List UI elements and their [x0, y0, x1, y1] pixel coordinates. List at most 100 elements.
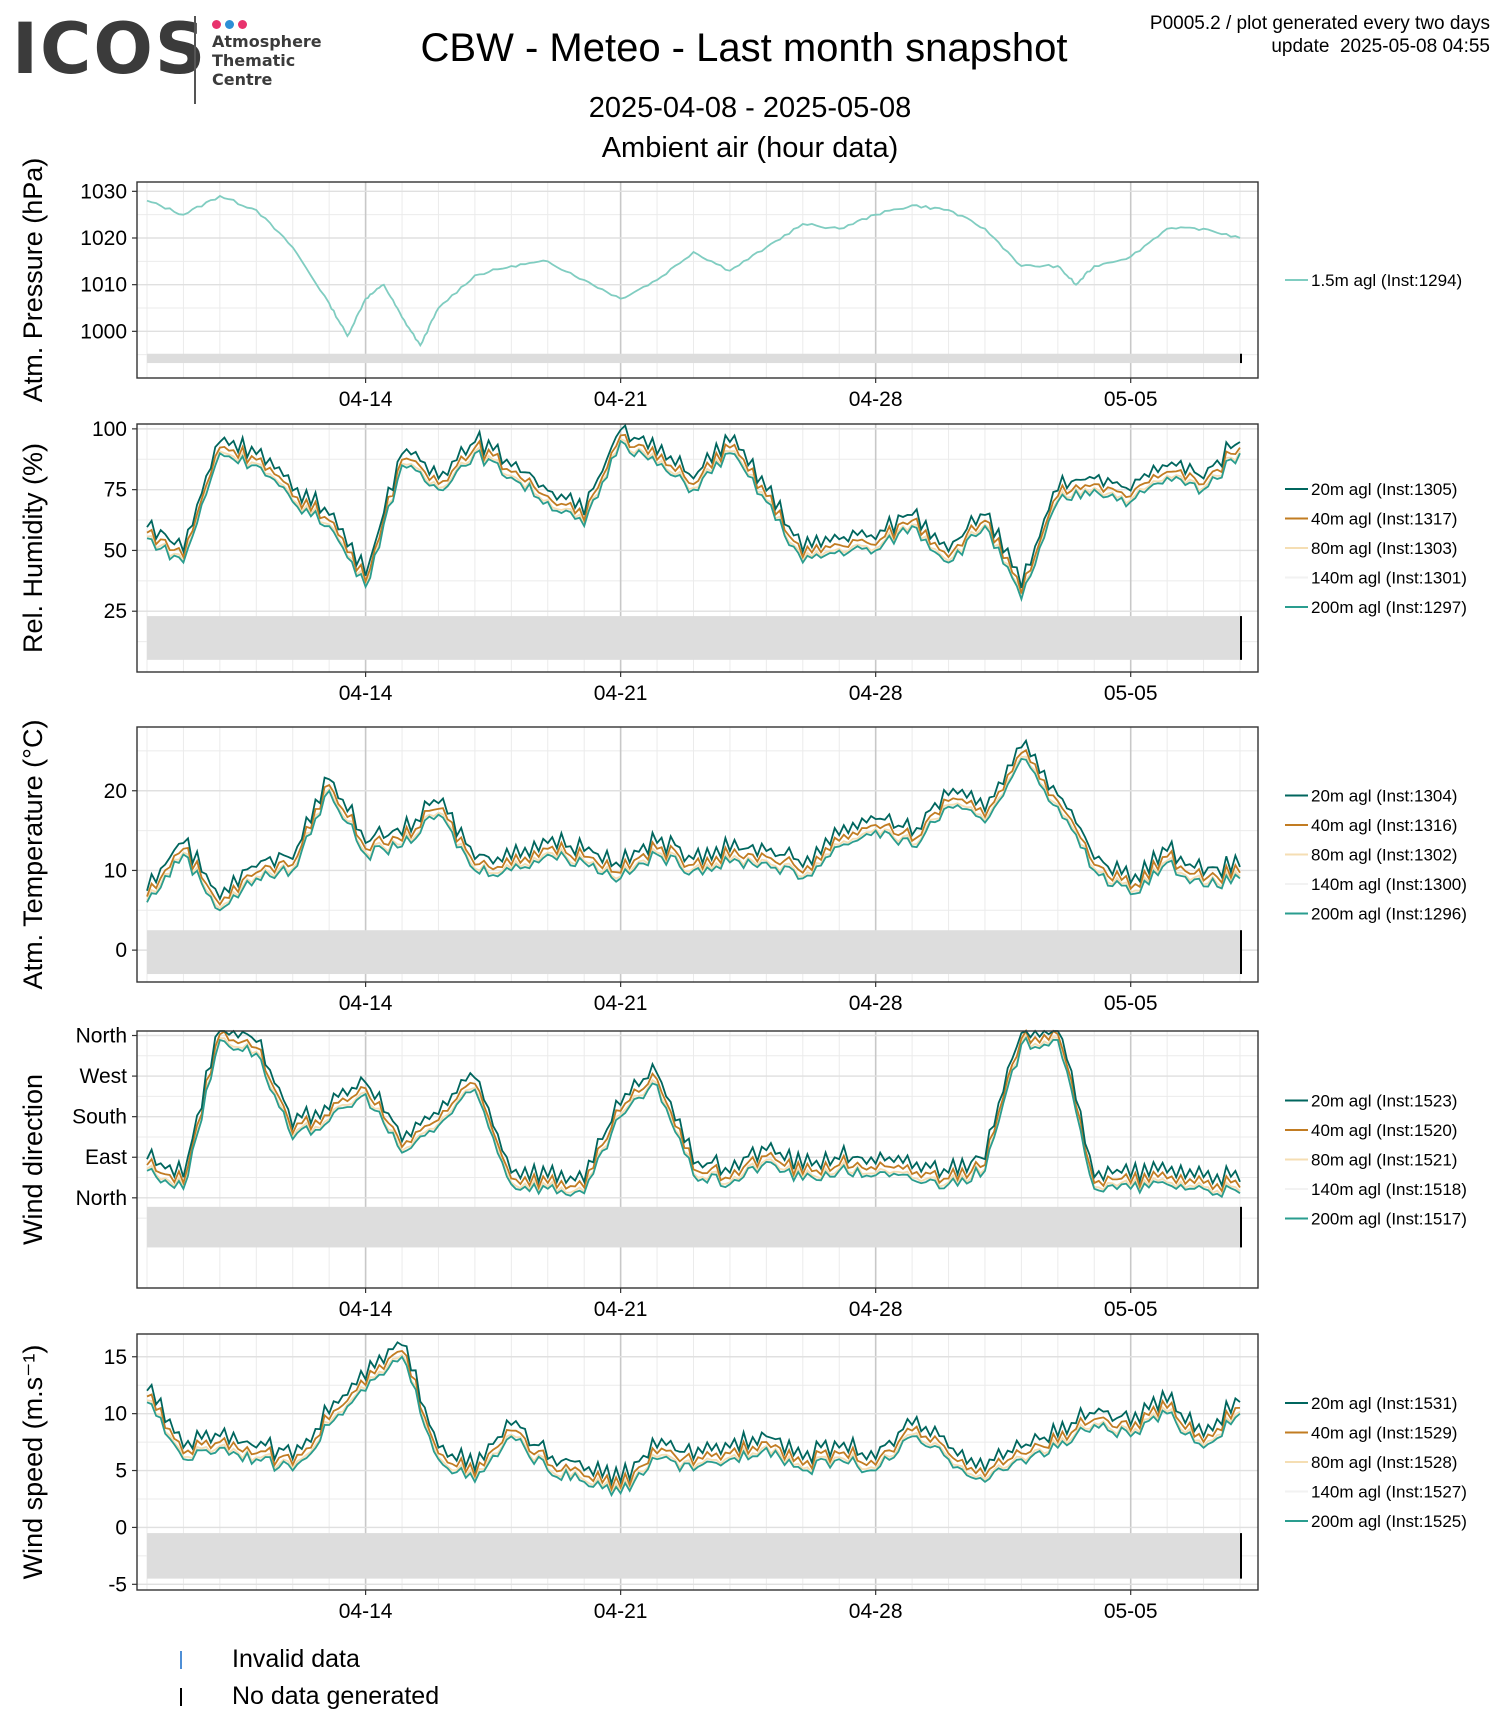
panel-border — [136, 1333, 1259, 1591]
chart-panel-3: 04-14 04-21 04-28 05-05 0 10 20 Atm. Temperatur… — [18, 720, 1467, 1015]
icos-logo: ICOS — [12, 8, 208, 90]
y-tick-label: 20 — [104, 780, 127, 803]
plot-meta: P0005.2 / plot generated every two days … — [1150, 12, 1490, 58]
no-data-band — [147, 1533, 1240, 1579]
logo-dot-3 — [238, 20, 247, 29]
y-axis-label: Atm. Temperature (°C) — [18, 720, 48, 990]
chart-panel-2: 04-14 04-21 04-28 05-05 25 50 75 100 Rel. Humidi… — [18, 418, 1467, 705]
x-tick-label: 04-21 — [594, 1298, 648, 1321]
y-tick-label: 15 — [104, 1346, 127, 1369]
panel-border — [136, 726, 1259, 983]
legend-entry: 40m agl (Inst:1529) — [1311, 1424, 1457, 1443]
y-tick-label: 50 — [104, 539, 127, 562]
legend-entry: 40m agl (Inst:1317) — [1311, 510, 1457, 529]
series-line-40m — [146, 1350, 1241, 1493]
logo-divider — [194, 16, 196, 104]
series-line-200m — [146, 1036, 1241, 1199]
x-tick-label: 05-05 — [1104, 1298, 1158, 1321]
legend-entry: 200m agl (Inst:1517) — [1311, 1210, 1467, 1229]
legend-entry: 40m agl (Inst:1316) — [1311, 816, 1457, 835]
y-tick-label: South — [72, 1106, 127, 1129]
logo-dot-1 — [212, 20, 221, 29]
y-tick-label: 5 — [115, 1460, 127, 1483]
y-tick-label: -5 — [108, 1573, 127, 1596]
legend-entry: 200m agl (Inst:1297) — [1311, 598, 1467, 617]
y-tick-label: 1030 — [80, 180, 127, 203]
series-line-40m — [146, 433, 1241, 594]
x-tick-label: 04-14 — [339, 388, 393, 411]
x-tick-label: 04-28 — [849, 388, 903, 411]
x-tick-label: 04-14 — [339, 992, 393, 1015]
x-tick-label: 04-28 — [849, 992, 903, 1015]
no-data-band — [147, 616, 1240, 660]
page-title-text: CBW - Meteo - Last month snapshot — [420, 26, 1068, 70]
y-tick-label: 100 — [92, 418, 127, 441]
logo-dots — [212, 16, 251, 34]
x-tick-label: 05-05 — [1104, 388, 1158, 411]
series-line-200m — [146, 1355, 1241, 1498]
panel-border — [136, 1030, 1259, 1289]
chart-subtitle: Ambient air (hour data) — [601, 132, 899, 164]
legend-entry: 80m agl (Inst:1528) — [1311, 1453, 1457, 1472]
legend-entry: 80m agl (Inst:1303) — [1311, 539, 1457, 558]
legend-entry: 20m agl (Inst:1304) — [1311, 787, 1457, 806]
x-tick-label: 05-05 — [1104, 682, 1158, 705]
y-tick-label: North — [76, 1025, 127, 1048]
x-tick-label: 04-28 — [849, 682, 903, 705]
y-tick-label: 1010 — [80, 274, 127, 297]
series-line-1.5m — [146, 194, 1241, 348]
chart-panel-4: 04-14 04-21 04-28 05-05 North East South West No… — [18, 1025, 1467, 1321]
y-tick-label: 10 — [104, 859, 127, 882]
y-tick-label: 1020 — [80, 227, 127, 250]
x-tick-label: 04-14 — [339, 682, 393, 705]
invalid-data-label: Invalid data — [232, 1645, 360, 1673]
series-line-40m — [146, 1028, 1241, 1194]
legend-entry: 200m agl (Inst:1525) — [1311, 1512, 1467, 1531]
series-line-80m — [146, 438, 1241, 601]
chart-panel-1: 04-14 04-21 04-28 05-05 1000 1010 1020 1030 Atm.… — [18, 158, 1462, 411]
legend-entry: 140m agl (Inst:1300) — [1311, 875, 1467, 894]
no-data-band — [147, 1206, 1240, 1248]
x-tick-label: 05-05 — [1104, 1600, 1158, 1623]
y-tick-label: 1000 — [80, 320, 127, 343]
y-tick-label: 10 — [104, 1403, 127, 1426]
invalid-data-swatch — [180, 1651, 182, 1669]
chart-panel-5: 04-14 04-21 04-28 05-05 -5 0 5 10 15 Wind speed (… — [18, 1333, 1467, 1623]
y-tick-label: 25 — [104, 600, 127, 623]
y-tick-label: 0 — [115, 1516, 127, 1539]
logo-dot-2 — [225, 20, 234, 29]
series-line-40m — [146, 748, 1241, 907]
series-line-200m — [146, 757, 1241, 912]
panel-border — [136, 423, 1259, 673]
y-tick-label: 0 — [115, 939, 127, 962]
x-tick-label: 04-21 — [594, 1600, 648, 1623]
legend-entry: 20m agl (Inst:1523) — [1311, 1092, 1457, 1111]
y-axis-label: Wind direction — [18, 1074, 48, 1245]
y-tick-label: North — [76, 1187, 127, 1210]
y-tick-label: 75 — [104, 479, 127, 502]
meta-line-1: P0005.2 / plot generated every two days — [1149, 13, 1490, 34]
legend-entry: 140m agl (Inst:1301) — [1311, 569, 1467, 588]
x-tick-label: 04-21 — [594, 388, 648, 411]
legend-entry: 20m agl (Inst:1531) — [1311, 1394, 1457, 1413]
no-data-swatch — [180, 1688, 182, 1706]
series-line-20m — [146, 423, 1241, 589]
x-tick-label: 04-28 — [849, 1298, 903, 1321]
legend-entry: 40m agl (Inst:1520) — [1311, 1121, 1457, 1140]
logo-subtitle: Atmosphere Thematic Centre — [212, 32, 322, 89]
series-line-20m — [146, 738, 1241, 902]
legend-entry: 140m agl (Inst:1518) — [1311, 1180, 1467, 1199]
date-range: 2025-04-08 - 2025-05-08 — [588, 92, 912, 124]
series-line-20m — [146, 1341, 1241, 1487]
x-tick-label: 04-21 — [594, 992, 648, 1015]
meta-line-2: update 2025-05-08 04:55 — [1271, 36, 1490, 57]
legend-entry: 200m agl (Inst:1296) — [1311, 905, 1467, 924]
page-title: CBW - Meteo - Last month snapshot — [0, 26, 1500, 71]
plot-background — [137, 182, 1258, 378]
series-line-80m — [146, 755, 1241, 910]
charts-svg: 04-14 04-21 04-28 05-051000101010201030Atm.… — [18, 158, 1467, 1623]
series-line-80m — [146, 1353, 1241, 1496]
y-axis-label: Atm. Pressure (hPa) — [18, 158, 48, 403]
x-tick-label: 04-28 — [849, 1600, 903, 1623]
legend-entry: 1.5m agl (Inst:1294) — [1311, 271, 1462, 290]
